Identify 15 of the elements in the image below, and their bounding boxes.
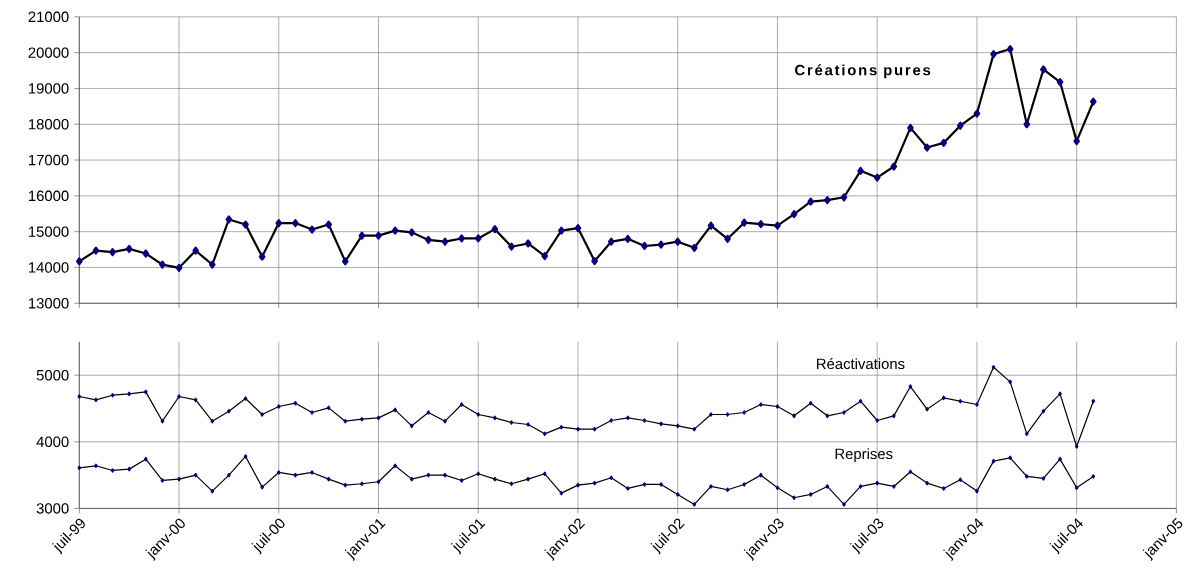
y-tick-label: 17000 — [28, 154, 69, 166]
y-tick-label: 18000 — [28, 119, 69, 130]
y-tick-label: 14000 — [28, 262, 69, 273]
y-tick-label: 16000 — [28, 190, 69, 202]
y-tick-label: 5000 — [36, 370, 69, 381]
series-label: Reprises — [835, 448, 893, 463]
y-tick-label: 3000 — [36, 503, 69, 514]
series-label: Réactivations — [817, 358, 905, 370]
y-tick-label: 20000 — [28, 47, 69, 59]
y-tick-label: 15000 — [28, 226, 69, 238]
y-tick-label: 13000 — [28, 298, 69, 309]
y-tick-label: 21000 — [28, 11, 69, 23]
y-tick-label: 4000 — [36, 436, 69, 448]
text: Créations pures — [795, 64, 931, 79]
y-tick-label: 19000 — [28, 83, 69, 94]
